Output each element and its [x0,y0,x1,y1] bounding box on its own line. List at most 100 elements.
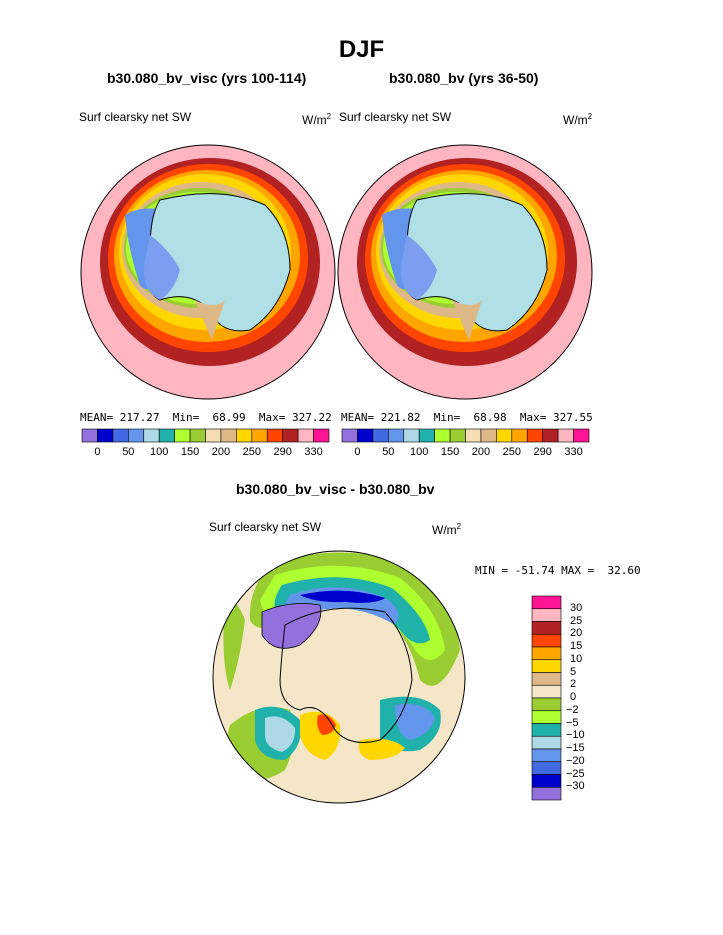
map-panel-2 [338,145,592,399]
panel-2-units: W/m2 [563,112,593,127]
colorbar-swatch [465,428,482,443]
colorbar-tick-label: −2 [566,703,579,716]
colorbar-tick-label: 330 [564,446,583,458]
panel-2-subtitle: b30.080_bv (yrs 36-50) [389,70,539,86]
colorbar-tick-label: 50 [382,446,395,458]
colorbar-swatch [251,428,268,443]
colorbar-tick-label: 100 [410,446,429,458]
colorbar-tick-label: 150 [180,446,200,458]
colorbar-tick-label: 330 [304,446,323,458]
colorbar-swatch [143,428,160,443]
colorbar-swatch [341,428,358,443]
colorbar-swatch [531,684,562,699]
colorbar-tick-label: 200 [471,446,491,458]
colorbar-swatch [531,723,562,737]
colorbar-swatch [531,735,562,750]
colorbar-swatch [531,608,562,622]
colorbar-swatch [526,428,543,443]
colorbar-tick-label: 100 [150,446,169,458]
panel-1-subtitle: b30.080_bv_visc (yrs 100-114) [107,70,307,86]
colorbar-swatch [531,786,562,801]
map-difference [213,551,465,803]
colorbar-swatch [158,428,175,443]
colorbar-tick-label: −10 [566,729,585,742]
colorbar-swatch [434,428,451,443]
colorbar-panel-1-labels: 0 50 100 150 200 250 290 330 [82,446,329,460]
colorbar-swatch [573,428,590,443]
colorbar-swatch [449,428,466,443]
colorbar-swatch [236,428,253,443]
colorbar-swatch [531,710,562,724]
colorbar-swatch [189,428,206,443]
colorbar-panel-1 [81,428,330,443]
colorbar-tick-label: 25 [570,614,583,627]
colorbar-swatch [403,428,420,443]
colorbar-panel-2 [341,428,590,443]
panel-2-stats: MEAN= 221.82 Min= 68.98 Max= 327.55 [341,411,593,424]
colorbar-tick-label: 15 [570,640,583,652]
map-panel-1 [81,145,335,399]
colorbar-tick-label: 5 [570,665,577,678]
colorbar-tick-label: 0 [94,446,101,458]
diff-variable: Surf clearsky net SW [209,520,322,534]
colorbar-tick-label: −30 [566,780,585,793]
colorbar-swatch [531,659,562,673]
colorbar-swatch [531,672,562,686]
colorbar-swatch [112,428,129,443]
colorbar-swatch [531,595,562,610]
colorbar-tick-label: −5 [566,716,579,729]
colorbar-swatch [313,428,330,443]
colorbar-difference-labels: 30 25 20 15 10 5 2 0 −2 −5 −10 −15 −20 −25 −30 [566,596,606,800]
colorbar-swatch [266,428,283,443]
colorbar-swatch [511,428,528,443]
colorbar-tick-label: 290 [273,446,292,458]
colorbar-swatch [531,761,562,775]
colorbar-swatch [557,428,574,443]
colorbar-tick-label: 0 [354,446,361,458]
colorbar-tick-label: 30 [570,601,583,614]
colorbar-tick-label: 200 [211,446,231,458]
colorbar-swatch [97,428,114,443]
colorbar-swatch [531,748,562,763]
colorbar-tick-label: 10 [570,652,583,665]
colorbar-tick-label: 20 [570,627,583,640]
colorbar-tick-label: −15 [566,742,585,754]
colorbar-swatch [531,697,562,712]
colorbar-swatch [220,428,237,443]
colorbar-tick-label: −25 [566,767,585,780]
colorbar-tick-label: 250 [242,446,261,458]
panel-1-stats: MEAN= 217.27 Min= 68.99 Max= 327.22 [80,411,332,424]
colorbar-tick-label: 0 [570,691,577,703]
colorbar-swatch [496,428,513,443]
colorbar-swatch [174,428,191,443]
colorbar-difference [531,595,562,801]
colorbar-swatch [531,646,562,661]
colorbar-swatch [531,774,562,788]
colorbar-tick-label: −20 [566,754,585,767]
page-title: DJF [338,36,385,63]
colorbar-tick-label: 290 [533,446,552,458]
colorbar-panel-2-labels: 0 50 100 150 200 250 290 330 [342,446,589,460]
diff-subtitle: b30.080_bv_visc - b30.080_bv [236,481,435,497]
colorbar-swatch [297,428,314,443]
colorbar-swatch [128,428,145,443]
colorbar-tick-label: 250 [502,446,521,458]
panel-1-variable: Surf clearsky net SW [79,110,192,124]
colorbar-swatch [480,428,497,443]
diff-min-max: MIN = -51.74 MAX = 32.60 [475,564,641,577]
colorbar-swatch [357,428,374,443]
colorbar-tick-label: 2 [570,678,577,691]
colorbar-swatch [418,428,435,443]
colorbar-tick-label: 150 [440,446,460,458]
colorbar-swatch [388,428,405,443]
colorbar-swatch [282,428,299,443]
colorbar-swatch [205,428,222,443]
colorbar-tick-label: 50 [122,446,135,458]
diff-units: W/m2 [432,522,462,537]
colorbar-swatch [542,428,559,443]
colorbar-swatch [531,621,562,635]
colorbar-swatch [81,428,98,443]
panel-2-variable: Surf clearsky net SW [339,110,452,124]
colorbar-swatch [531,633,562,648]
